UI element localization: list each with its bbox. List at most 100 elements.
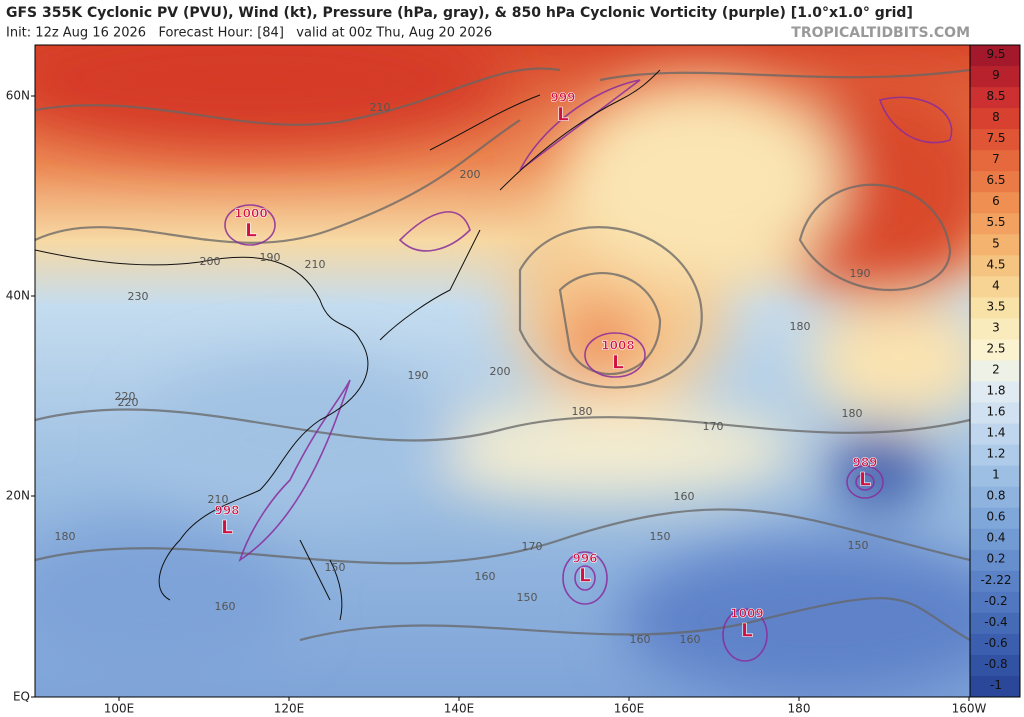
colorbar-label: 0.6 [986, 510, 1005, 524]
colorbar-bin [970, 171, 1020, 193]
colorbar-label: 5 [992, 236, 1000, 250]
colorbar-bin [970, 276, 1020, 298]
low-symbol: L [221, 517, 233, 539]
lon-label: 100E [104, 702, 135, 716]
colorbar-label: 6.5 [986, 173, 1005, 187]
colorbar-bin [970, 255, 1020, 277]
colorbar-bin [970, 129, 1020, 151]
contour-label: 150 [650, 530, 671, 543]
map-field [35, 45, 970, 697]
lon-label: 160E [614, 702, 645, 716]
colorbar-bin [970, 318, 1020, 340]
colorbar-label: -2.22 [980, 573, 1011, 587]
colorbar-bin [970, 360, 1020, 383]
colorbar-label: 7 [992, 152, 1000, 166]
colorbar-label: 8.5 [986, 89, 1005, 103]
colorbar-bin [970, 108, 1020, 130]
lat-label: 40N [6, 289, 30, 303]
colorbar-label: 1.8 [986, 383, 1005, 397]
low-symbol: L [245, 220, 257, 242]
contour-label: 150 [517, 591, 538, 604]
colorbar-label: 4 [992, 278, 1000, 292]
colorbar-bin [970, 612, 1020, 635]
low-pressure: 998 [214, 504, 239, 518]
contour-label: 180 [790, 320, 811, 333]
contour-label: 200 [490, 365, 511, 378]
colorbar-label: 2.5 [986, 341, 1005, 355]
colorbar-bin [970, 507, 1020, 530]
low-pressure: 989 [852, 456, 877, 470]
lat-label: 60N [6, 89, 30, 103]
colorbar-bin [970, 234, 1020, 256]
colorbar-bin [970, 192, 1020, 214]
contour-label: 220 [118, 396, 139, 409]
colorbar-bin [970, 570, 1020, 593]
contour-label: 230 [128, 290, 149, 303]
colorbar-label: 3 [992, 320, 1000, 334]
colorbar-bin [970, 423, 1020, 446]
pressure-contours [35, 67, 970, 642]
watermark: TROPICALTIDBITS.COM [791, 25, 970, 41]
colorbar-label: -0.4 [984, 615, 1007, 629]
colorbar-bin [970, 66, 1020, 88]
colorbar-label: 0.2 [986, 552, 1005, 566]
colorbar-label: 4.5 [986, 257, 1005, 271]
contour-label: 160 [674, 490, 695, 503]
contour-label: 160 [680, 633, 701, 646]
colorbar-bin [970, 675, 1020, 698]
subtitle: Init: 12z Aug 16 2026 Forecast Hour: [84… [6, 26, 492, 41]
low-symbol: L [579, 565, 591, 587]
contour-label: 160 [630, 633, 651, 646]
colorbar-label: -0.8 [984, 657, 1007, 671]
colorbar-label: 9.5 [986, 47, 1005, 61]
colorbar-bin [970, 633, 1020, 656]
colorbar-label: -0.6 [984, 636, 1007, 650]
colorbar-bin [970, 402, 1020, 425]
colorbar-label: 3.5 [986, 299, 1005, 313]
colorbar-label: 5.5 [986, 215, 1005, 229]
colorbar-bin [970, 297, 1020, 319]
colorbar-label: 1 [992, 468, 1000, 482]
colorbar-label: 2 [992, 362, 1000, 376]
contour-label: 210 [370, 101, 391, 114]
contour-label: 180 [842, 407, 863, 420]
contour-label: 210 [305, 258, 326, 271]
colorbar-label: 9 [992, 68, 1000, 82]
low-pressure: 999 [550, 91, 575, 105]
contour-label: 190 [408, 369, 429, 382]
colorbar-bin [970, 150, 1020, 172]
contour-label: 200 [200, 255, 221, 268]
contour-label: 180 [572, 405, 593, 418]
contour-label: 190 [850, 267, 871, 280]
low-pressure: 1009 [730, 607, 763, 621]
colorbar-bin [970, 654, 1020, 677]
contour-label: 210 [208, 493, 229, 506]
contour-label: 220 [115, 390, 136, 403]
colorbar-label: 6 [992, 194, 1000, 208]
lon-label: 120E [274, 702, 305, 716]
contour-label: 150 [325, 561, 346, 574]
contour-label: 200 [460, 168, 481, 181]
colorbar-bin [970, 45, 1020, 67]
low-symbol: L [741, 620, 753, 642]
colorbar-bin [970, 549, 1020, 572]
lon-label: 180 [788, 702, 811, 716]
low-symbol: L [612, 352, 624, 374]
contour-label: 170 [703, 420, 724, 433]
colorbar-bin [970, 528, 1020, 551]
contour-label: 160 [215, 600, 236, 613]
low-pressure: 996 [572, 552, 597, 566]
lat-label: EQ [13, 690, 30, 704]
colorbar-label: 0.4 [986, 531, 1005, 545]
colorbar-bin [970, 213, 1020, 235]
colorbar-bin [970, 465, 1020, 488]
colorbar-label: 8 [992, 110, 1000, 124]
colorbar-label: 1.4 [986, 426, 1005, 440]
colorbar-label: -1 [990, 678, 1002, 692]
colorbar-label: 7.5 [986, 131, 1005, 145]
colorbar-bin [970, 339, 1020, 361]
low-symbol: L [859, 469, 871, 491]
lon-label: 140E [444, 702, 475, 716]
low-pressure: 1000 [234, 207, 267, 221]
